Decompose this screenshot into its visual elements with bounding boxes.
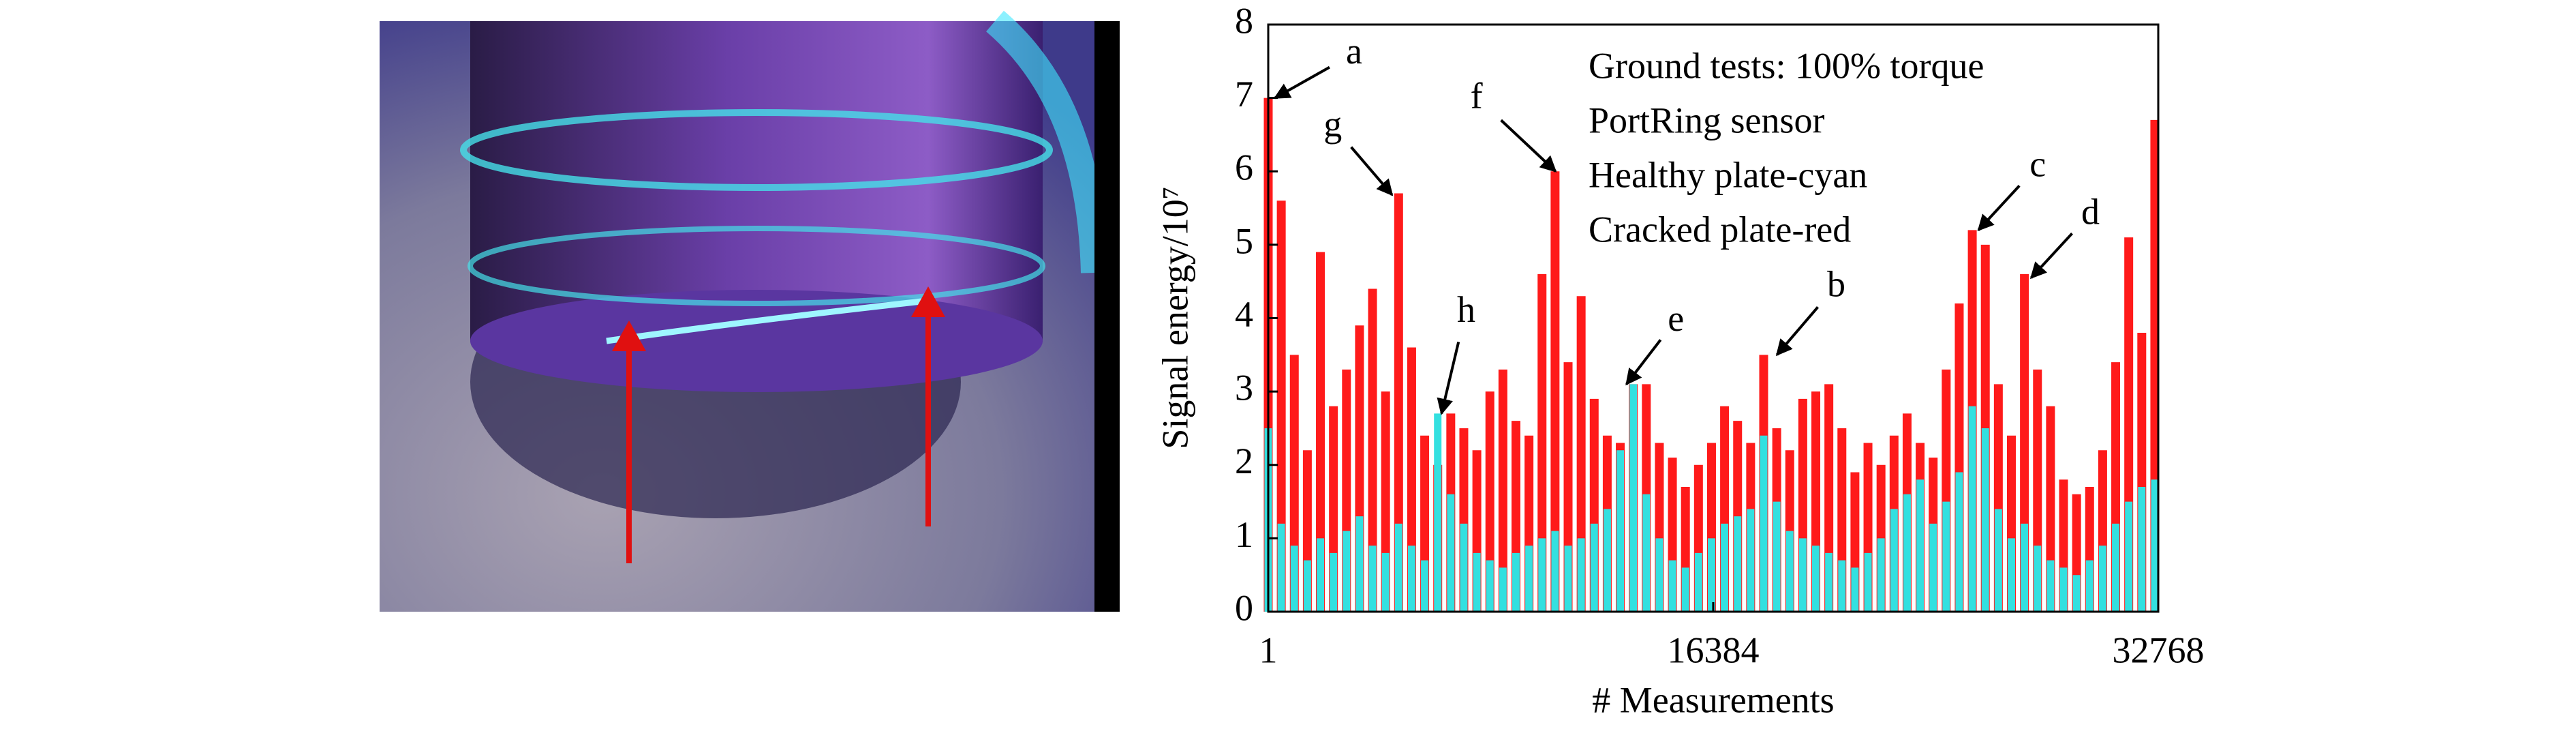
x-tick-label: 32768 — [2113, 629, 2205, 670]
annotation-label: e — [1668, 298, 1684, 339]
annotation-arrow — [1500, 119, 1557, 173]
legend-note: Ground tests: 100% torque — [1589, 45, 1984, 86]
y-tick-label: 3 — [1235, 368, 1253, 408]
legend-note: Cracked plate-red — [1589, 209, 1851, 250]
y-tick-label: 1 — [1235, 514, 1253, 555]
annotation-label: h — [1457, 289, 1475, 330]
y-tick-label: 0 — [1235, 587, 1253, 628]
y-axis-label: Signal energy/10⁷ — [1154, 186, 1195, 449]
annotation-arrow — [2029, 232, 2074, 280]
annotation-arrow — [1437, 341, 1460, 415]
legend-note: Healthy plate-cyan — [1589, 154, 1867, 195]
annotation-label: b — [1827, 264, 1845, 305]
annotation-label: f — [1471, 76, 1483, 117]
annotation-label: a — [1346, 31, 1362, 72]
photo — [380, 10, 1120, 612]
x-axis-label: # Measurements — [1592, 679, 1834, 720]
annotation-arrow — [1350, 146, 1394, 196]
annotation-label: d — [2081, 192, 2100, 233]
annotation-label: g — [1323, 104, 1342, 145]
x-tick-label: 1 — [1259, 629, 1278, 670]
chart: # Measurements Signal energy/10⁷ 0123456… — [1154, 0, 2204, 720]
x-tick-label: 16384 — [1667, 629, 1759, 670]
annotation-arrow — [1775, 306, 1820, 357]
y-tick-label: 6 — [1235, 147, 1253, 188]
y-tick-label: 5 — [1235, 220, 1253, 261]
annotation-arrow — [1977, 184, 2021, 232]
annotation-arrow — [1625, 339, 1662, 386]
annotation-label: c — [2029, 144, 2046, 185]
y-tick-label: 8 — [1235, 0, 1253, 41]
y-tick-label: 4 — [1235, 294, 1253, 335]
legend-note: PortRing sensor — [1589, 100, 1825, 140]
y-tick-label: 7 — [1235, 74, 1253, 115]
annotation-arrow — [1273, 65, 1330, 100]
y-tick-label: 2 — [1235, 441, 1253, 481]
